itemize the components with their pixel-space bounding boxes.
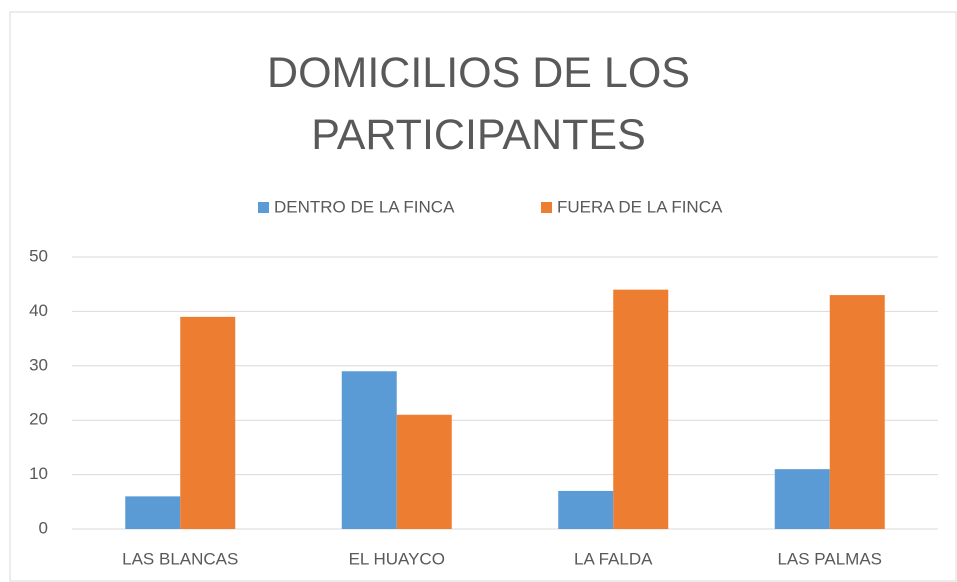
y-tick-label: 40 bbox=[29, 301, 48, 320]
y-tick-label: 50 bbox=[29, 246, 48, 265]
x-tick-label: LA FALDA bbox=[574, 549, 653, 568]
bar bbox=[829, 295, 885, 529]
bar bbox=[558, 490, 614, 529]
y-tick-label: 0 bbox=[39, 518, 48, 537]
y-tick-label: 10 bbox=[29, 464, 48, 483]
y-tick-label: 20 bbox=[29, 410, 48, 429]
bar bbox=[396, 414, 452, 529]
y-tick-label: 30 bbox=[29, 355, 48, 374]
bar bbox=[180, 316, 236, 529]
bar bbox=[341, 371, 397, 529]
legend-label: DENTRO DE LA FINCA bbox=[274, 197, 455, 216]
x-tick-label: EL HUAYCO bbox=[349, 549, 445, 568]
chart-title: DOMICILIOS DE LOS PARTICIPANTES bbox=[267, 49, 690, 159]
legend-label: FUERA DE LA FINCA bbox=[557, 197, 723, 216]
chart-border bbox=[9, 11, 957, 582]
bar bbox=[125, 496, 181, 529]
bar bbox=[774, 469, 830, 529]
x-tick-label: LAS BLANCAS bbox=[122, 549, 238, 568]
legend-swatch bbox=[541, 202, 552, 213]
x-tick-label: LAS PALMAS bbox=[777, 549, 882, 568]
legend-swatch bbox=[258, 202, 269, 213]
bar bbox=[613, 289, 669, 529]
